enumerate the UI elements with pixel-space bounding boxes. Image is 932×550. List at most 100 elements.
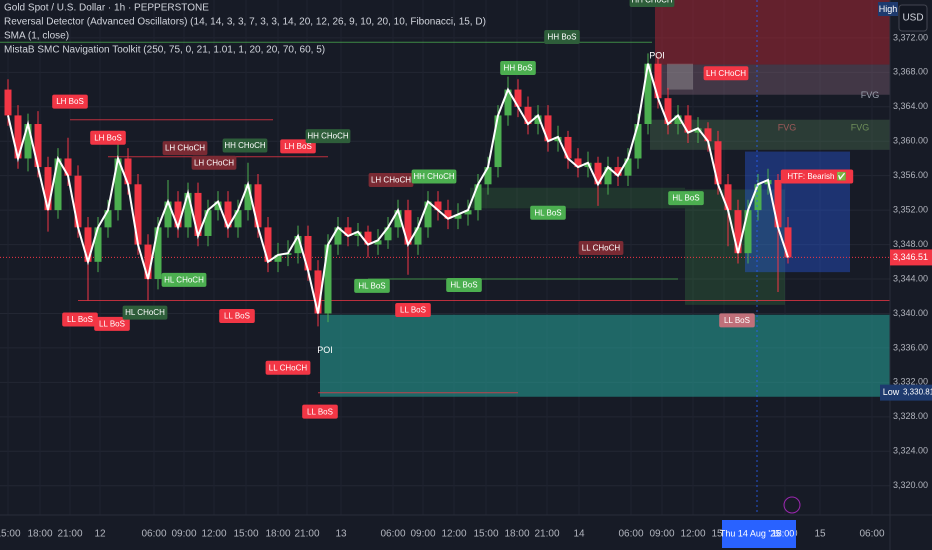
x-tick-label: 15:00 <box>473 529 498 540</box>
y-tick-label: 3,332.00 <box>893 377 928 387</box>
structure-label: LL BoS <box>224 312 250 321</box>
candle-body <box>364 231 372 245</box>
crosshair-date: Thu 14 Aug '25 <box>720 528 780 538</box>
candle-body <box>374 240 382 245</box>
candle-body <box>254 184 262 228</box>
candle-body <box>264 227 272 262</box>
y-tick-label: 3,360.00 <box>893 136 928 146</box>
indicator-label: SMA (1, close) <box>4 31 69 42</box>
structure-label: LH BoS <box>284 142 312 151</box>
candle-body <box>494 115 502 168</box>
candle-body <box>174 201 182 228</box>
structure-label-bg <box>302 404 338 419</box>
y-tick-label: 3,352.00 <box>893 205 928 215</box>
structure-label-bg <box>411 169 457 184</box>
candle-body <box>154 227 162 280</box>
structure-label-bg <box>62 312 98 327</box>
structure-label: HL BoS <box>450 281 477 290</box>
structure-label: HL BoS <box>672 194 699 203</box>
y-tick-label: 3,340.00 <box>893 308 928 318</box>
candle-body <box>144 244 152 280</box>
x-tick-label: 21:00 <box>57 529 82 540</box>
candle-body <box>214 201 222 211</box>
last-price-badge <box>890 249 932 266</box>
structure-label: HH CHoCH <box>413 172 455 181</box>
structure-label: LH CHoCH <box>165 144 205 153</box>
structure-label: LL BoS <box>67 315 93 324</box>
candle-body <box>4 89 12 116</box>
structure-label: LH CHoCH <box>371 176 411 185</box>
currency-box[interactable] <box>898 4 928 32</box>
sma-line <box>7 63 789 314</box>
x-tick-label: 06:00 <box>618 529 643 540</box>
x-tick-label: 21:00 <box>294 529 319 540</box>
zone <box>470 187 685 209</box>
structure-label-bg <box>578 241 624 256</box>
x-tick-label: 12:00 <box>441 529 466 540</box>
y-tick-label: 3,324.00 <box>893 446 928 456</box>
candle-body <box>544 115 552 142</box>
candle-body <box>454 214 462 219</box>
candle-body <box>644 63 652 125</box>
candle-body <box>64 158 72 176</box>
x-tick-label: 06:00 <box>380 529 405 540</box>
low-label: Low <box>883 387 900 397</box>
structure-label-bg <box>52 94 88 109</box>
structure-label-bg <box>222 138 268 153</box>
candle-body <box>184 192 192 228</box>
candle-body <box>464 210 472 215</box>
candle-body <box>74 175 82 228</box>
crosshair-time: 18:00 <box>772 528 795 538</box>
candle-body <box>274 254 282 262</box>
structure-label: HH CHoCH <box>631 0 673 5</box>
high-badge <box>878 2 898 16</box>
candle-body <box>24 124 32 159</box>
structure-label: HH CHoCH <box>307 132 349 141</box>
crosshair-badge <box>722 520 796 548</box>
zone-note: POI <box>649 50 665 60</box>
candle-body <box>104 210 112 228</box>
zone <box>667 63 693 90</box>
candle-body <box>724 184 732 211</box>
structure-label: HL BoS <box>358 282 385 291</box>
candle-body <box>754 184 762 211</box>
y-tick-label: 3,372.00 <box>893 32 928 42</box>
structure-label-bg <box>530 205 566 220</box>
structure-label: LL CHoCH <box>582 244 621 253</box>
x-tick-label: 18:00 <box>27 529 52 540</box>
structure-label-bg <box>719 313 755 328</box>
candle-body <box>694 128 702 133</box>
x-tick-label: 13 <box>335 529 347 540</box>
candle-body <box>414 227 422 245</box>
candle-body <box>574 158 582 168</box>
candle-body <box>744 210 752 254</box>
structure-label: LH CHoCH <box>706 69 746 78</box>
structure-label-bg <box>629 0 675 7</box>
candle-body <box>674 115 682 125</box>
zone <box>320 314 890 397</box>
event-icon <box>783 496 801 514</box>
candle-body <box>354 231 362 236</box>
structure-label: LL CHoCH <box>269 363 308 372</box>
candle-body <box>164 201 172 228</box>
candle-body <box>304 235 312 271</box>
structure-label-bg <box>780 169 854 184</box>
structure-label-bg <box>305 129 351 144</box>
candle-body <box>484 167 492 185</box>
candle-body <box>324 244 332 314</box>
y-tick-label: 3,320.00 <box>893 480 928 490</box>
candle-body <box>194 192 202 236</box>
indicator-label: Reversal Detector (Advanced Oscillators)… <box>4 17 486 28</box>
y-tick-label: 3,364.00 <box>893 101 928 111</box>
symbol-title: Gold Spot / U.S. Dollar · 1h · PEPPERSTO… <box>4 3 209 14</box>
candle-body <box>424 201 432 228</box>
candle-body <box>774 179 782 228</box>
x-tick-label: 12 <box>94 529 106 540</box>
candle-body <box>654 63 662 99</box>
structure-label: LL BoS <box>400 306 426 315</box>
structure-label-bg <box>354 278 390 293</box>
candle-body <box>404 210 412 245</box>
structure-label-bg <box>191 155 237 170</box>
structure-label: HTF: Bearish ✅ <box>787 171 846 181</box>
candle-body <box>394 210 402 228</box>
